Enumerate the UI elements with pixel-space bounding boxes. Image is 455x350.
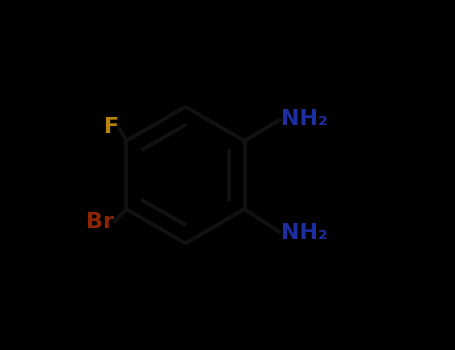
Text: NH₂: NH₂: [281, 223, 328, 243]
Text: NH₂: NH₂: [281, 109, 328, 129]
Text: Br: Br: [86, 212, 114, 232]
Text: F: F: [104, 117, 119, 138]
